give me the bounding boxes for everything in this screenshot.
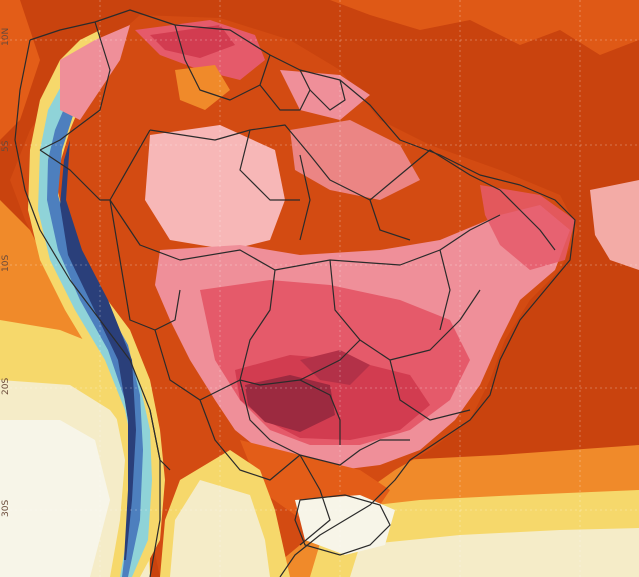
lat-label-20s: 20S (1, 378, 11, 395)
paraguay-dark-red (245, 375, 335, 432)
ocean-cream-atlantic (350, 528, 639, 577)
peru-bolivia-border (109, 199, 181, 331)
state-border-1 (274, 214, 501, 271)
state-border-9 (299, 339, 361, 381)
state-border-8 (499, 189, 556, 251)
lat-labels: 10N 5S 10S 20S 30S (1, 28, 11, 517)
paraguay-border (239, 379, 341, 445)
suriname-border (309, 79, 346, 111)
ecuador-peru-border (39, 149, 110, 201)
amazon-light-pink (145, 125, 285, 250)
lat-label-10s: 10S (1, 255, 11, 272)
andes-blue (47, 90, 143, 577)
venezuela-orange (175, 65, 230, 110)
land-layer (10, 15, 578, 577)
pacific-coastline (14, 39, 161, 577)
state-border-4 (439, 249, 451, 331)
brazil-north-border (149, 124, 501, 201)
state-border-7 (369, 199, 411, 241)
atlantic-coastline (29, 9, 576, 577)
guyana-border (259, 69, 311, 111)
north-andes-pink (60, 25, 130, 120)
ocean-pink-patch-east (590, 180, 639, 270)
state-border-5 (299, 154, 311, 241)
ocean-warm-north (330, 0, 639, 55)
uruguay-border (299, 454, 331, 546)
ocean-pale-pacific (0, 420, 110, 577)
guyana-pink (280, 70, 370, 120)
lat-label-10n: 10N (1, 28, 11, 46)
brazil-west-border (109, 129, 410, 466)
borders (14, 9, 576, 577)
state-border-6 (239, 129, 300, 201)
ocean-warm-pacific-north (0, 0, 40, 140)
bolivia-south-border (154, 329, 241, 401)
argentina-cream (170, 480, 270, 577)
northeast-hot-pink (480, 185, 575, 270)
colombia-border (39, 21, 111, 151)
uruguay-pale (295, 495, 395, 555)
uruguay-outline (294, 494, 391, 556)
andes-navy (60, 140, 136, 560)
venezuela-red (150, 25, 235, 58)
state-border-3 (389, 359, 471, 421)
chile-argentina-border (149, 409, 171, 471)
lat-label-30s: 30S (1, 500, 11, 517)
argentina-north-border (199, 399, 301, 481)
mato-grosso-dark (300, 350, 370, 385)
lat-label-5s: 5S (1, 140, 11, 152)
venezuela-border (174, 24, 271, 101)
amazon-pink-east (290, 120, 420, 200)
